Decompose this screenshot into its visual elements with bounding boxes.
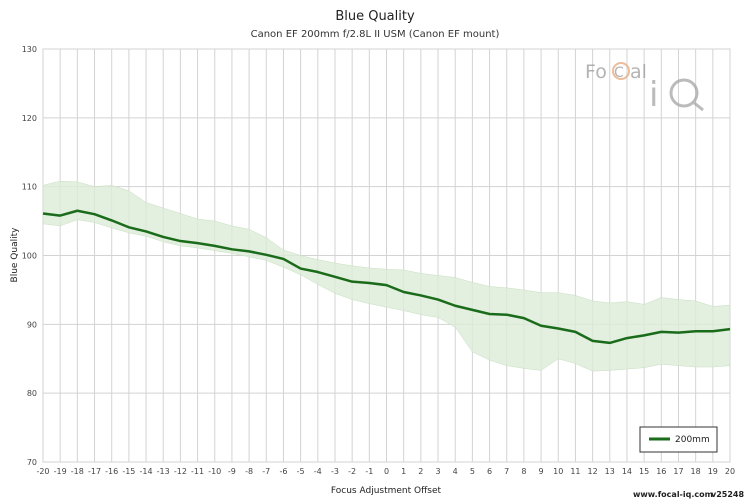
legend: 200mm [639, 426, 718, 453]
x-tick-label: -11 [191, 467, 204, 476]
footer-version: v25248 [711, 490, 744, 499]
y-axis-label: Blue Quality [10, 227, 20, 283]
x-tick-label: 0 [384, 467, 389, 476]
x-tick-label: -8 [245, 467, 253, 476]
svg-text:Fo: Fo [585, 61, 607, 83]
x-tick-label: 6 [487, 467, 492, 476]
series-line-200mm [42, 209, 731, 345]
x-tick-label: -3 [331, 467, 339, 476]
grid-lines [42, 48, 731, 463]
x-tick-label: 14 [622, 467, 632, 476]
x-tick-label: 17 [673, 467, 683, 476]
chart-title: Blue Quality [335, 9, 415, 24]
x-tick-label: -2 [348, 467, 356, 476]
series-lines [42, 209, 731, 345]
svg-text:i: i [649, 75, 658, 115]
x-tick-label: -10 [208, 467, 221, 476]
footer-url: www.focal-iq.com [633, 490, 713, 499]
focal-iq-logo: Fo C al i [585, 61, 704, 115]
x-tick-label: -9 [228, 467, 236, 476]
y-tick-label: 130 [22, 45, 37, 54]
x-tick-labels: -20 -19 -18 -17 -16 -15 -14 -13 -12 -11 -10 -9 -8 -7-… [36, 467, 735, 476]
y-tick-label: 120 [22, 114, 37, 123]
x-tick-label: -4 [314, 467, 322, 476]
y-tick-label: 90 [27, 320, 37, 329]
x-tick-label: 5 [470, 467, 475, 476]
x-tick-label: 10 [553, 467, 563, 476]
x-tick-label: -12 [174, 467, 187, 476]
x-tick-label: 8 [521, 467, 526, 476]
svg-text:al: al [630, 61, 647, 83]
x-tick-label: -16 [105, 467, 118, 476]
y-tick-label: 100 [22, 252, 37, 261]
x-tick-label: -7 [262, 467, 270, 476]
x-tick-label: -5 [297, 467, 305, 476]
x-tick-label: -20 [36, 467, 49, 476]
x-tick-label: -19 [54, 467, 67, 476]
x-tick-label: -13 [157, 467, 170, 476]
x-tick-label: -6 [279, 467, 287, 476]
x-tick-label: 11 [570, 467, 580, 476]
x-tick-label: -1 [365, 467, 373, 476]
x-tick-label: 7 [504, 467, 509, 476]
x-tick-label: 12 [588, 467, 598, 476]
x-tick-label: -15 [122, 467, 135, 476]
y-tick-label: 70 [27, 458, 37, 467]
y-tick-labels: 70 80 90 100 110 120 130 [22, 45, 37, 467]
x-tick-label: -17 [88, 467, 101, 476]
x-tick-label: 2 [418, 467, 423, 476]
confidence-band [42, 180, 731, 372]
x-tick-label: 20 [725, 467, 735, 476]
x-tick-label: -14 [140, 467, 153, 476]
x-tick-label: 3 [435, 467, 440, 476]
x-tick-label: -18 [71, 467, 84, 476]
x-tick-label: 1 [401, 467, 406, 476]
x-tick-label: 18 [691, 467, 701, 476]
x-tick-label: 19 [708, 467, 718, 476]
x-tick-label: 16 [656, 467, 666, 476]
svg-text:C: C [614, 65, 624, 81]
x-tick-label: 9 [539, 467, 544, 476]
legend-label-200mm: 200mm [675, 435, 710, 445]
y-tick-label: 110 [22, 183, 37, 192]
x-tick-label: 13 [605, 467, 615, 476]
x-tick-label: 4 [453, 467, 458, 476]
x-tick-label: 15 [639, 467, 649, 476]
y-tick-label: 80 [27, 389, 37, 398]
confidence-band-area [42, 180, 731, 372]
chart-subtitle: Canon EF 200mm f/2.8L II USM (Canon EF m… [251, 29, 500, 40]
x-axis-label: Focus Adjustment Offset [331, 486, 442, 496]
